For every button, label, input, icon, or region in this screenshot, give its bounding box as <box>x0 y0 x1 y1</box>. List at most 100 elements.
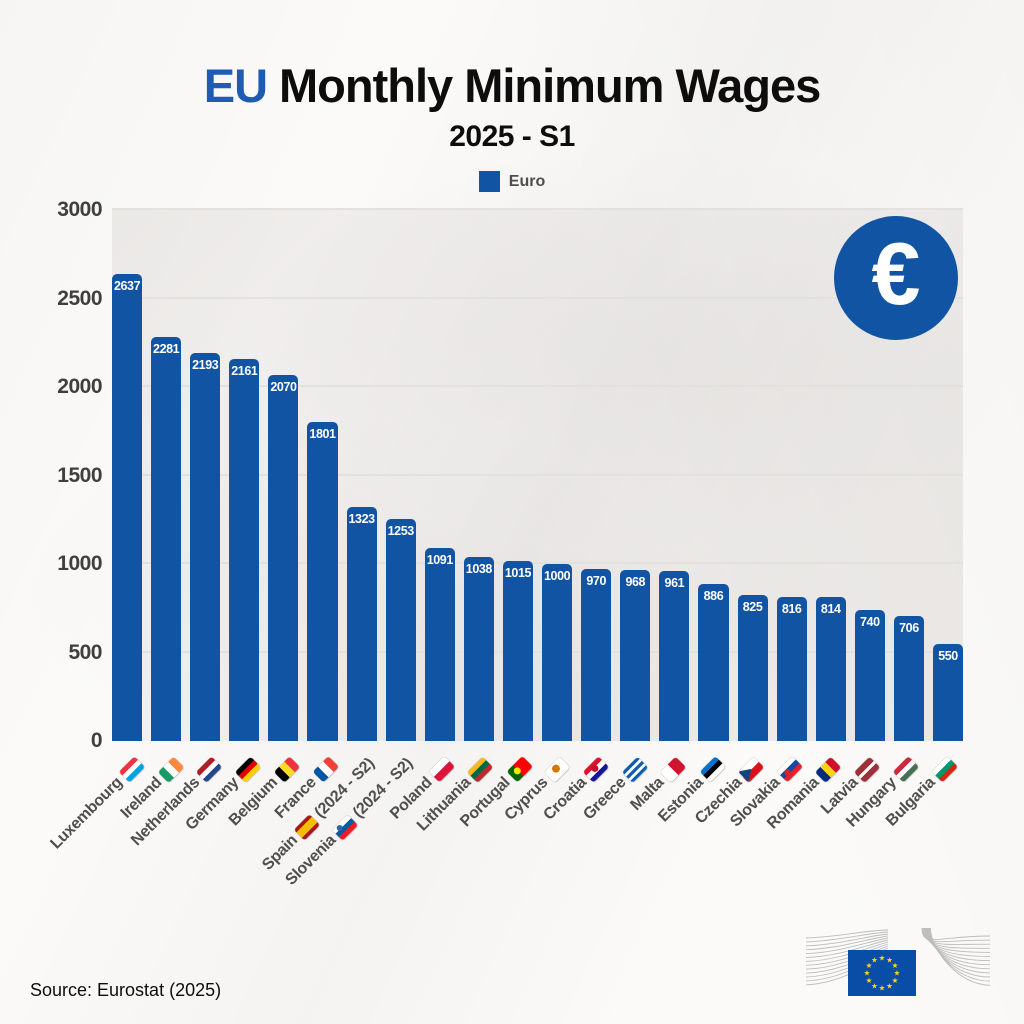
bar-malta: 961 <box>659 570 690 741</box>
y-tick-label: 1000 <box>57 552 102 575</box>
bar-czechia: 825 <box>737 594 768 741</box>
euro-badge-icon: € <box>834 216 958 340</box>
y-tick-label: 1500 <box>57 463 102 487</box>
flag-slovakia-icon <box>776 756 803 783</box>
svg-text:★: ★ <box>879 954 886 963</box>
flag-slovenia-icon <box>331 813 358 841</box>
svg-text:★: ★ <box>892 976 899 985</box>
bar-portugal: 1015 <box>502 561 534 741</box>
page-title: EU Monthly Minimum Wages <box>0 58 1024 113</box>
flag-france-icon <box>312 756 339 783</box>
flag-bulgaria-icon <box>931 756 958 783</box>
bar-value-label: 825 <box>742 599 763 614</box>
svg-text:★: ★ <box>886 956 893 965</box>
bar-value-label: 740 <box>860 615 880 630</box>
page-title-rest: Monthly Minimum Wages <box>279 59 821 112</box>
flag-romania-icon <box>815 756 842 783</box>
bar-croatia: 970 <box>581 569 612 741</box>
bar-value-label: 706 <box>899 621 919 636</box>
bar-luxembourg: 2637 <box>112 274 143 741</box>
flag-latvia-icon <box>853 756 880 783</box>
bar-value-label: 2161 <box>231 363 258 378</box>
bar-value-label: 2281 <box>153 342 180 357</box>
flag-netherlands-icon <box>196 756 223 783</box>
flag-czechia-icon <box>737 756 764 783</box>
svg-text:★: ★ <box>866 961 873 970</box>
flag-estonia-icon <box>699 756 726 783</box>
bar-value-label: 970 <box>586 574 606 589</box>
bar-value-label: 1253 <box>387 524 415 539</box>
bar-bulgaria: 550 <box>932 643 964 741</box>
bar-value-label: 1038 <box>465 562 493 577</box>
flag-portugal-icon <box>505 756 532 783</box>
bar-belgium: 2070 <box>268 374 299 741</box>
bar-hungary: 706 <box>893 616 924 741</box>
gridline <box>112 562 963 564</box>
gridline <box>112 385 963 387</box>
bar-slovakia: 816 <box>776 596 807 741</box>
gridline <box>112 208 963 210</box>
bar-value-label: 550 <box>938 648 958 663</box>
bar-greece: 968 <box>620 569 651 741</box>
flag-luxembourg-icon <box>118 756 145 783</box>
y-tick-label: 2000 <box>57 375 102 398</box>
flag-ireland-icon <box>157 756 184 783</box>
svg-text:★: ★ <box>892 961 899 970</box>
y-tick-label: 2500 <box>57 286 102 310</box>
bar-lithuania: 1038 <box>463 557 494 741</box>
bar-poland: 1091 <box>424 547 455 741</box>
plot-area: 2637 2281 2193 2161 2070 1801 1323 1253 1091 1038… <box>112 208 964 741</box>
country-name: Luxembourg <box>47 774 127 853</box>
bar-value-label: 1091 <box>426 552 454 567</box>
euro-symbol: € <box>871 224 921 323</box>
svg-text:★: ★ <box>866 976 873 985</box>
bar-value-label: 814 <box>820 601 841 616</box>
flag-spain-icon <box>293 813 320 841</box>
svg-text:★: ★ <box>871 956 878 965</box>
y-tick-label: 500 <box>68 640 102 664</box>
bar-latvia: 740 <box>854 610 885 741</box>
gridline <box>112 650 963 653</box>
legend-label: Euro <box>508 172 546 190</box>
y-axis: 0 500 1000 1500 2000 2500 3000 <box>0 198 102 752</box>
legend-swatch-icon <box>478 171 500 192</box>
flag-belgium-icon <box>273 756 300 783</box>
bar-germany: 2161 <box>229 358 260 741</box>
flag-germany-icon <box>234 756 261 783</box>
bar-value-label: 2070 <box>270 379 297 394</box>
page-title-highlight: EU <box>203 59 268 112</box>
bar-estonia: 886 <box>698 584 729 741</box>
bar-value-label: 2193 <box>192 357 219 372</box>
european-commission-logo-icon: ★ ★★★★★★★★★★★ <box>805 927 991 996</box>
bar-value-label: 961 <box>664 575 685 590</box>
source-text: Source: Eurostat (2025) <box>30 980 222 1000</box>
bar-value-label: 2637 <box>113 279 141 294</box>
svg-text:★: ★ <box>871 982 878 991</box>
gridline <box>112 473 963 476</box>
x-axis: Luxembourg Ireland Netherlands Germany Belgi… <box>48 741 963 951</box>
bar-value-label: 1323 <box>348 511 376 526</box>
bar-france: 1801 <box>307 422 338 741</box>
y-tick-label: 0 <box>90 729 103 752</box>
page-subtitle: 2025 - S1 <box>449 120 575 153</box>
bar-value-label: 816 <box>781 601 802 616</box>
bar-value-label: 968 <box>625 574 646 589</box>
flag-lithuania-icon <box>466 756 494 783</box>
flag-greece-icon <box>621 756 648 783</box>
flag-croatia-icon <box>582 756 610 783</box>
flag-cyprus-icon <box>544 756 571 783</box>
svg-text:★: ★ <box>864 969 871 978</box>
svg-text:★: ★ <box>879 984 886 993</box>
bar-netherlands: 2193 <box>190 352 221 741</box>
svg-text:★: ★ <box>894 969 901 978</box>
gridline <box>112 296 963 299</box>
bar-ireland: 2281 <box>151 337 182 741</box>
bar-value-label: 886 <box>703 589 724 604</box>
bar-cyprus: 1000 <box>542 564 573 741</box>
svg-text:★: ★ <box>886 982 893 991</box>
bar-value-label: 1000 <box>543 569 571 583</box>
bar-value-label: 1015 <box>504 566 532 581</box>
bar-value-label: 1801 <box>309 427 336 442</box>
y-tick-label: 3000 <box>57 198 102 221</box>
flag-malta-icon <box>660 756 687 783</box>
